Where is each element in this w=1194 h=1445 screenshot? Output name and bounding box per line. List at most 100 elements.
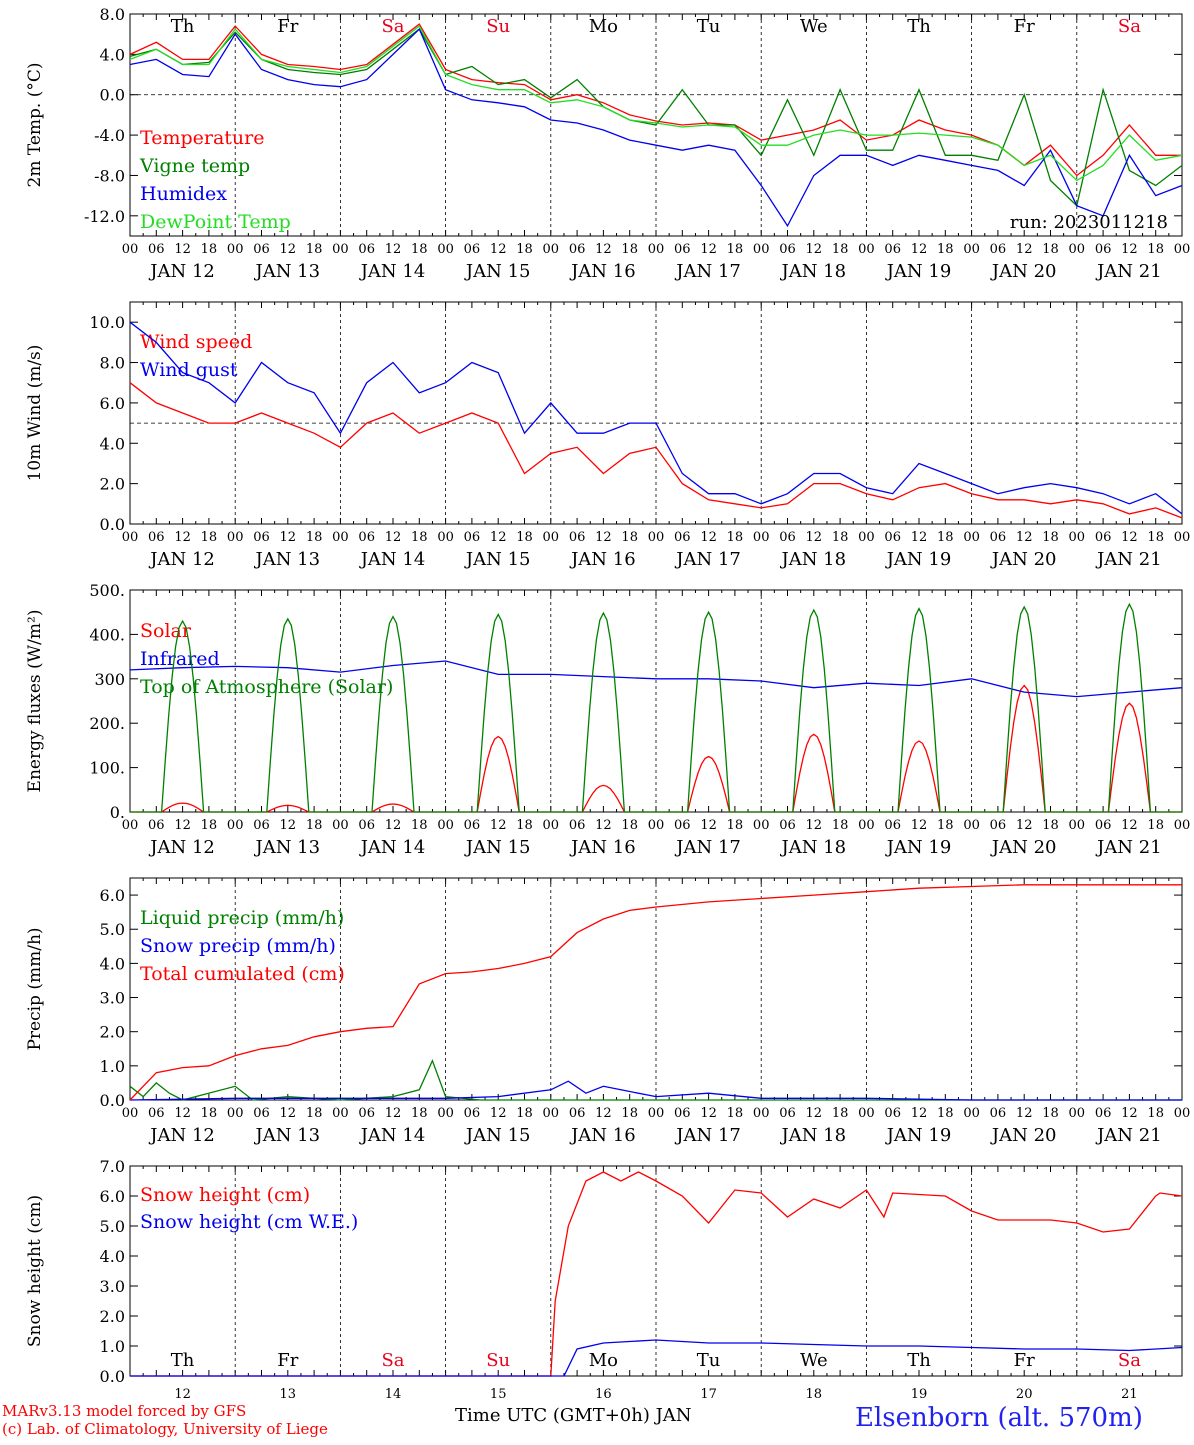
y-axis-label: Energy fluxes (W/m²) [25, 610, 45, 793]
hour-tick-label: 00 [1174, 818, 1191, 833]
day-label: JAN 18 [780, 1125, 847, 1146]
hour-tick-label: 06 [569, 530, 586, 545]
hour-tick-label: 18 [727, 530, 744, 545]
hour-tick-label: 00 [753, 1106, 770, 1121]
hour-tick-label: 18 [621, 818, 638, 833]
hour-tick-label: 06 [569, 1106, 586, 1121]
series-line-4 [129, 25, 1183, 182]
weekday-label: Th [171, 16, 195, 37]
y-tick-label: -12.0 [84, 207, 125, 226]
hour-tick-label: 12 [280, 242, 297, 257]
hour-tick-label: 00 [648, 530, 665, 545]
hour-tick-label: 00 [963, 1106, 980, 1121]
hour-tick-label: 12 [700, 242, 717, 257]
hour-tick-label: 12 [385, 818, 402, 833]
hour-tick-label: 00 [437, 1106, 454, 1121]
hour-tick-label: 06 [990, 242, 1007, 257]
hour-tick-label: 12 [911, 242, 928, 257]
y-tick-label: 6.0 [100, 886, 125, 905]
hour-tick-label: 00 [1174, 1106, 1191, 1121]
weekday-label: We [800, 1350, 828, 1371]
day-label: JAN 16 [569, 837, 636, 858]
weekday-label: Th [171, 1350, 195, 1371]
hour-tick-label: 00 [543, 242, 560, 257]
day-label: JAN 17 [674, 549, 741, 570]
hour-tick-label: 00 [543, 530, 560, 545]
hour-tick-label: 12 [1016, 818, 1033, 833]
day-label: JAN 20 [990, 549, 1057, 570]
day-label: JAN 17 [674, 1125, 741, 1146]
hour-tick-label: 18 [1147, 1106, 1164, 1121]
hour-tick-label: 18 [937, 242, 954, 257]
hour-tick-label: 12 [490, 818, 507, 833]
day-number-label: 21 [1121, 1387, 1138, 1402]
hour-tick-label: 00 [122, 1106, 139, 1121]
y-tick-label: 8.0 [100, 5, 125, 24]
hour-tick-label: 00 [858, 1106, 875, 1121]
day-label: JAN 16 [569, 261, 636, 282]
hour-tick-label: 06 [358, 1106, 375, 1121]
weekday-label: Fr [1014, 16, 1035, 37]
hour-tick-label: 18 [1147, 530, 1164, 545]
hour-tick-label: 12 [385, 1106, 402, 1121]
station-name: Elsenborn (alt. 570m) [855, 1403, 1143, 1433]
hour-tick-label: 18 [937, 1106, 954, 1121]
day-label: JAN 17 [674, 261, 741, 282]
y-tick-label: -4.0 [94, 126, 125, 145]
y-tick-label: 3.0 [100, 989, 125, 1008]
legend-entry: Liquid precip (mm/h) [140, 907, 344, 929]
hour-tick-label: 18 [306, 242, 323, 257]
hour-tick-label: 12 [806, 818, 823, 833]
day-label: JAN 13 [254, 261, 321, 282]
hour-tick-label: 18 [201, 818, 218, 833]
series-line-1 [130, 1171, 1183, 1377]
hour-tick-label: 12 [385, 242, 402, 257]
legend-entry: Vigne temp [139, 155, 250, 177]
y-tick-label: 0.0 [100, 1091, 125, 1110]
weekday-label: Th [907, 1350, 931, 1371]
hour-tick-label: 00 [753, 242, 770, 257]
hour-tick-label: 12 [595, 1106, 612, 1121]
y-tick-label: 2.0 [100, 1307, 125, 1326]
hour-tick-label: 06 [569, 242, 586, 257]
hour-tick-label: 12 [490, 1106, 507, 1121]
hour-tick-label: 12 [280, 818, 297, 833]
hour-tick-label: 18 [516, 818, 533, 833]
hour-tick-label: 12 [1121, 1106, 1138, 1121]
hour-tick-label: 00 [858, 242, 875, 257]
y-tick-label: 4.0 [100, 45, 125, 64]
hour-tick-label: 00 [332, 818, 349, 833]
day-label: JAN 15 [464, 261, 531, 282]
hour-tick-label: 18 [306, 818, 323, 833]
y-tick-label: 4.0 [100, 434, 125, 453]
hour-tick-label: 18 [937, 818, 954, 833]
hour-tick-label: 12 [806, 242, 823, 257]
hour-tick-label: 00 [1069, 242, 1086, 257]
hour-tick-label: 00 [1069, 818, 1086, 833]
y-tick-label: 8.0 [100, 354, 125, 373]
day-label: JAN 18 [780, 837, 847, 858]
hour-tick-label: 06 [674, 1106, 691, 1121]
panel-1: 8.0 4.0 0.0 -4.0 -8.0 -12.0 2m Temp. (°C) 00 06 1… [25, 5, 1190, 282]
day-label: JAN 20 [990, 837, 1057, 858]
hour-tick-label: 12 [806, 1106, 823, 1121]
series-line-3 [129, 27, 1183, 228]
day-label: JAN 20 [990, 261, 1057, 282]
hour-tick-label: 06 [253, 530, 270, 545]
hour-tick-label: 18 [727, 242, 744, 257]
weekday-label: Mo [589, 16, 618, 37]
hour-tick-label: 06 [884, 530, 901, 545]
hour-tick-label: 06 [884, 1106, 901, 1121]
series-line-2 [129, 321, 1183, 515]
hour-tick-label: 06 [148, 818, 165, 833]
hour-tick-label: 00 [753, 530, 770, 545]
hour-tick-label: 12 [1016, 242, 1033, 257]
hour-tick-label: 18 [621, 1106, 638, 1121]
legend-entry: Infrared [140, 648, 220, 670]
y-tick-label: 2.0 [100, 475, 125, 494]
y-tick-label: 0.0 [100, 86, 125, 105]
hour-tick-label: 06 [1095, 1106, 1112, 1121]
hour-tick-label: 18 [1042, 1106, 1059, 1121]
y-tick-label: 500. [89, 581, 125, 600]
